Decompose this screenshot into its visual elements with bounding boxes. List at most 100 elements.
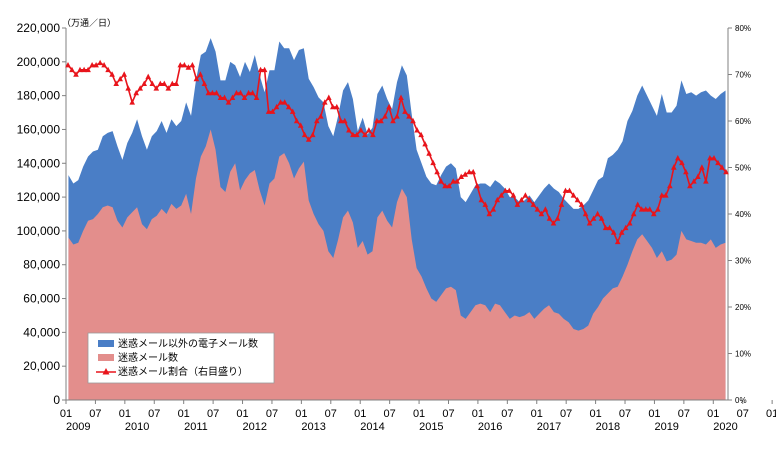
ratio-point [113,80,119,86]
ratio-point [683,168,689,175]
ratio-point [578,201,585,207]
ratio-point [695,173,701,179]
ratio-point [297,122,304,128]
y-right-tick-label: 50% [735,164,751,173]
ratio-point [454,178,460,184]
y-right-tick-label: 30% [735,257,751,266]
ratio-point [406,113,412,119]
ratio-point [663,192,669,198]
ratio-point [514,201,521,207]
ratio-point [309,131,316,138]
ratio-point [542,206,549,212]
ratio-point [65,62,71,68]
ratio-point [426,150,432,156]
ratio-point [362,131,368,138]
ratio-point [450,178,456,184]
ratio-point [338,117,344,124]
ratio-point [715,159,721,166]
ratio-point [466,168,472,175]
ratio-point [534,206,541,212]
ratio-point [245,89,252,96]
x-year-label: 2018 [596,421,620,433]
ratio-point [177,62,184,68]
x-month-tick-label: 07 [89,408,101,420]
y-left-tick-label: 80,000 [23,258,60,272]
x-month-tick-label: 01 [766,408,776,420]
ratio-point [386,103,392,110]
area-spam-count [68,129,726,400]
ratio-point [582,210,589,217]
ratio-point [422,141,428,147]
ratio-point [221,94,228,100]
ratio-point [197,71,204,77]
ratio-point [366,127,372,133]
legend-marker-spam-ratio [102,368,110,375]
ratio-point [630,210,637,217]
ratio-point [418,131,424,138]
chart-ratio-line [65,59,729,245]
ratio-point [626,220,633,226]
ratio-point [675,155,681,161]
x-month-tick-label: 07 [442,408,454,420]
ratio-point [277,99,284,105]
y-right-tick-label: 0% [735,396,747,405]
ratio-point [502,187,509,193]
ratio-point [671,164,677,170]
ratio-point [530,201,537,207]
ratio-point [442,182,448,189]
x-year-label: 2010 [125,421,149,433]
ratio-point [458,173,464,179]
ratio-point [655,206,661,212]
ratio-point [614,238,621,245]
ratio-point [634,201,641,207]
ratio-point [490,206,497,212]
ratio-point [707,155,713,161]
ratio-point [326,94,332,100]
ratio-point [261,66,268,73]
ratio-point [293,117,300,124]
ratio-point [318,113,324,119]
x-month-tick-label: 07 [619,408,631,420]
y-left-tick-label: 160,000 [17,122,61,136]
ratio-point [213,89,220,96]
ratio-point [77,66,83,73]
ratio-point [574,196,581,203]
ratio-point [93,62,99,68]
ratio-point [125,85,131,91]
ratio-point [145,73,151,79]
ratio-point [173,80,180,86]
ratio-point [462,171,468,177]
ratio-point [598,215,605,221]
x-month-tick-label: 07 [207,408,219,420]
ratio-point [414,127,420,133]
ratio-point [546,215,553,221]
ratio-point [434,168,440,175]
ratio-point [289,108,296,114]
x-month-tick-label: 01 [119,408,131,420]
ratio-point [602,224,609,231]
ratio-point [153,85,160,91]
ratio-point [330,103,336,110]
ratio-point [350,131,356,138]
ratio-point [374,117,380,124]
ratio-point [69,66,75,73]
ratio-point [358,127,364,133]
ratio-point [354,131,360,138]
ratio-point [659,192,665,198]
ratio-point [486,210,493,217]
ratio-point [390,117,396,124]
ratio-point [301,131,308,138]
ratio-point [506,187,513,193]
ratio-point [129,99,135,105]
x-month-tick-label: 07 [560,408,572,420]
ratio-point [510,192,517,198]
ratio-point [141,80,147,86]
ratio-point [691,178,697,184]
ratio-point [526,196,533,203]
x-year-label: 2015 [419,421,443,433]
chart-areas [68,38,726,401]
chart-axes [62,27,773,404]
ratio-point [133,89,139,96]
x-year-label: 2009 [66,421,90,433]
